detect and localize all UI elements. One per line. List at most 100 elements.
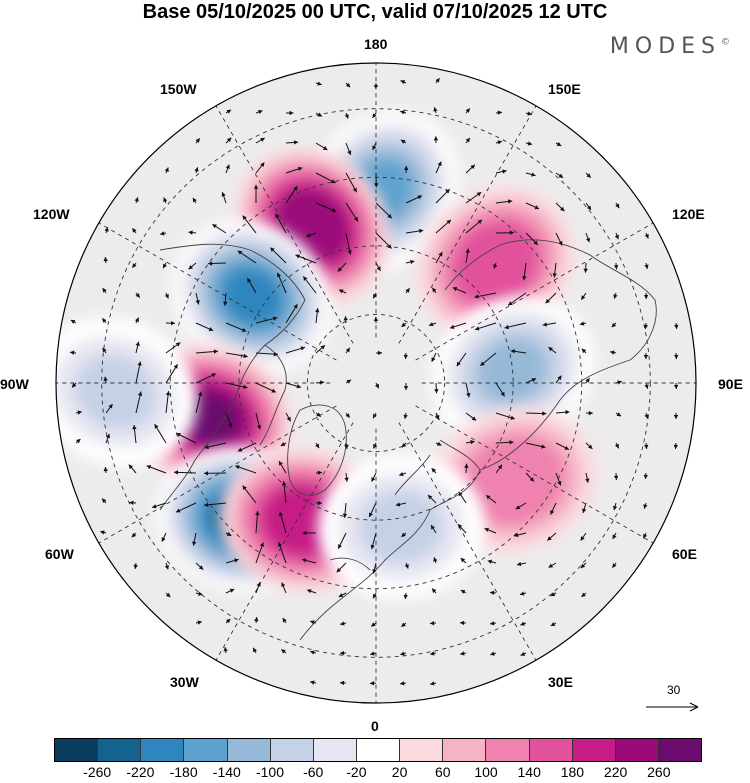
wind-arrow (615, 412, 622, 417)
wind-arrow (254, 616, 259, 624)
wind-arrow (582, 502, 587, 514)
wind-arrow (373, 82, 379, 90)
wind-arrow (102, 287, 107, 294)
wind-arrow (435, 77, 440, 84)
wind-arrow (223, 292, 228, 306)
wind-arrow (405, 195, 423, 204)
wind-arrow (372, 592, 377, 599)
wind-arrow (195, 620, 202, 625)
wind-arrow (495, 199, 513, 204)
wind-arrow (135, 292, 141, 298)
wind-arrow (465, 412, 477, 421)
wind-arrow (403, 382, 409, 391)
wind-arrow (484, 527, 497, 534)
wind-arrow (225, 412, 233, 428)
lon-label-150e: 150E (548, 81, 581, 97)
wind-arrow (235, 465, 257, 474)
colorbar-swatch (313, 739, 357, 761)
wind-arrow (612, 502, 618, 511)
lon-label-150w: 150W (160, 81, 197, 97)
wind-arrow (548, 346, 557, 354)
wind-arrow (194, 167, 199, 174)
wind-arrow (75, 438, 81, 444)
map-title: Base 05/10/2025 00 UTC, valid 07/10/2025… (142, 1, 608, 23)
wind-arrow (427, 494, 437, 504)
wind-arrow (459, 620, 467, 626)
wind-arrow (370, 532, 377, 550)
wind-arrow (403, 592, 408, 600)
wind-arrow (585, 377, 590, 384)
colorbar-tick-label: -260 (83, 764, 112, 780)
wind-arrow (525, 141, 533, 146)
wind-arrow (269, 247, 287, 264)
wind-arrow (525, 111, 532, 116)
wind-arrow (615, 202, 620, 209)
wind-arrow (310, 620, 317, 625)
lat-circle (101, 108, 651, 658)
lon-label-120e: 120E (672, 206, 705, 222)
wind-arrow (550, 502, 557, 515)
wind-arrow (225, 382, 248, 390)
wind-arrow (225, 137, 232, 144)
wind-arrow (105, 433, 111, 444)
wind-arrow (465, 191, 482, 204)
wind-arrow (103, 466, 108, 474)
wind-arrow (195, 373, 217, 384)
wind-arrow (253, 184, 259, 204)
wind-arrow (610, 350, 617, 355)
wind-arrow (580, 292, 587, 301)
wind-arrow (345, 412, 351, 419)
meridian (215, 105, 354, 344)
wind-arrow (399, 681, 407, 686)
wind-arrow (337, 262, 347, 272)
wind-arrow (162, 262, 167, 269)
wind-arrow (255, 582, 261, 594)
wind-arrow (400, 110, 407, 115)
wind-arrow (495, 169, 507, 174)
wind-arrow (255, 316, 278, 324)
wind-arrow (522, 262, 527, 281)
wind-arrow (474, 292, 497, 299)
meridian (98, 405, 337, 544)
wind-arrow (344, 472, 349, 482)
wind-arrow (613, 472, 619, 480)
colorbar-swatch (270, 739, 314, 761)
wind-arrow (548, 562, 557, 568)
wind-arrow (163, 197, 168, 204)
wind-arrow (525, 472, 535, 482)
wind-arrow (315, 172, 336, 184)
wind-arrow (208, 261, 227, 266)
wind-arrow (131, 532, 137, 538)
wind-arrow (401, 532, 407, 538)
wind-arrow (315, 442, 320, 449)
wind-arrow (673, 382, 679, 390)
wind-arrow (315, 202, 337, 213)
wind-arrow (612, 532, 617, 540)
wind-arrow (225, 588, 235, 594)
wind-arrow (337, 532, 347, 549)
wind-arrow (495, 440, 514, 445)
wind-arrow (345, 232, 352, 255)
wind-arrow (643, 322, 649, 330)
wind-arrow (452, 287, 467, 294)
wind-arrow (255, 162, 265, 174)
wind-arrow (340, 621, 347, 626)
wind-arrow (315, 344, 326, 354)
wind-arrow (165, 364, 179, 384)
wind-arrow (673, 412, 679, 420)
wind-arrow (338, 592, 347, 598)
wind-arrow (485, 494, 497, 504)
wind-arrow (555, 202, 565, 212)
wind-arrow (489, 590, 497, 595)
wind-arrow (404, 562, 409, 569)
wind-arrow (495, 464, 503, 474)
wind-arrow (525, 378, 537, 384)
wind-arrow (465, 248, 470, 264)
wind-arrow (165, 391, 171, 414)
wind-arrow (465, 382, 471, 398)
wind-arrow (435, 412, 440, 420)
wind-arrow (225, 352, 248, 359)
coast-greenland (287, 404, 347, 496)
colorbar-tick-label: 180 (560, 764, 585, 780)
wind-arrow (431, 287, 437, 294)
